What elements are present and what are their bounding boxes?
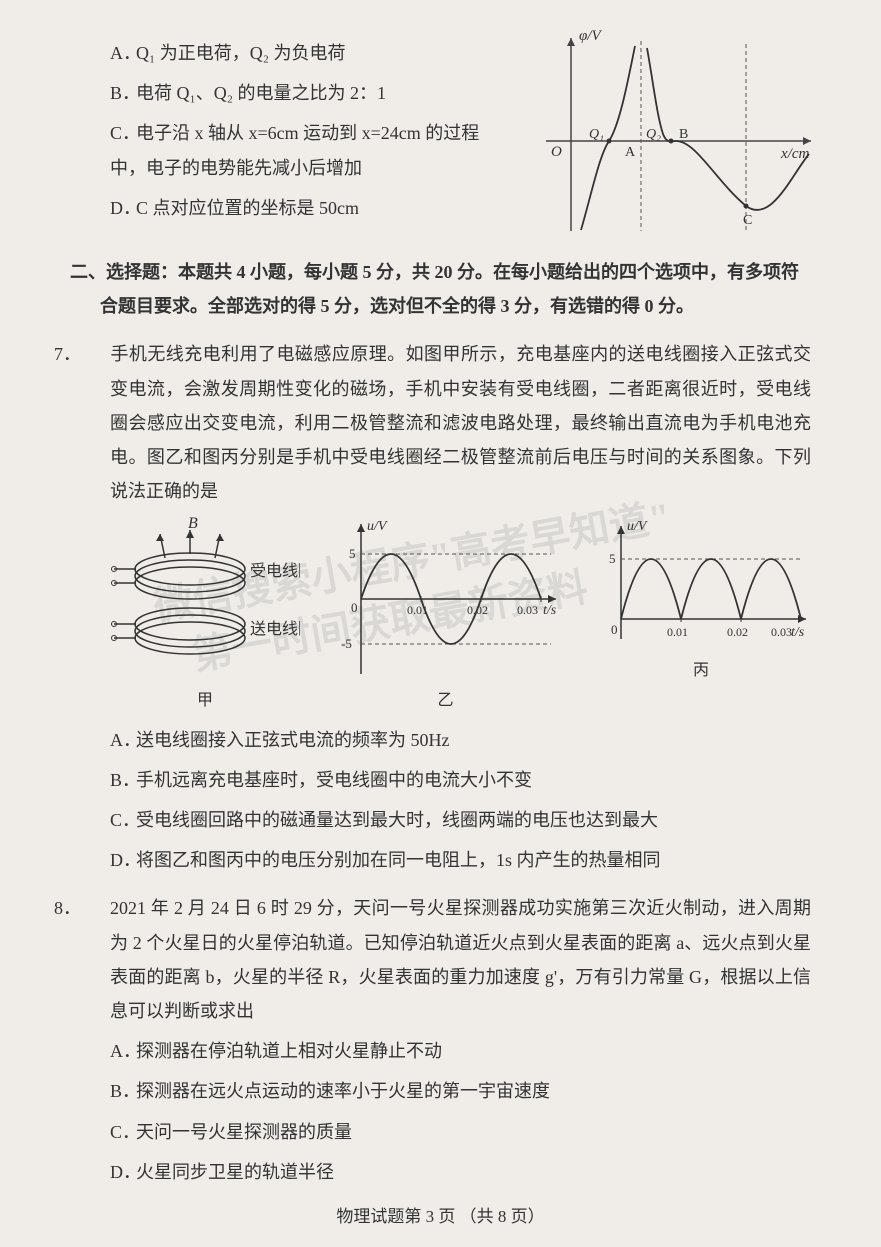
svg-text:5: 5 bbox=[609, 551, 616, 566]
letter-c: C． bbox=[110, 803, 136, 837]
svg-text:t/s: t/s bbox=[791, 625, 805, 640]
q7-opt-b-text: 手机远离充电基座时，受电线圈中的电流大小不变 bbox=[136, 770, 532, 790]
fig-jia: B 受电线圈 bbox=[110, 514, 300, 716]
q6-opt-b-text: 电荷 Q₁、Q₂ 的电量之比为 2：1 bbox=[136, 83, 386, 103]
q8-opt-d: D．火星同步卫星的轨道半径 bbox=[110, 1155, 811, 1189]
svg-text:φ/V: φ/V bbox=[579, 28, 602, 44]
svg-text:0.03: 0.03 bbox=[771, 625, 792, 639]
letter-b: B． bbox=[110, 763, 136, 797]
q6-graph: φ/V x/cm O Q₁ A Q₂ B C bbox=[521, 26, 821, 236]
q7-figures: 微信搜索小程序"高考早知道" 第一时间获取最新资料 B bbox=[110, 514, 811, 716]
q8-num: 8． bbox=[82, 891, 110, 925]
letter-a: A． bbox=[110, 1034, 136, 1068]
q6-options: A．Q₁ 为正电荷，Q₂ 为负电荷 B．电荷 Q₁、Q₂ 的电量之比为 2：1 … bbox=[70, 36, 490, 225]
svg-text:0.02: 0.02 bbox=[727, 625, 748, 639]
letter-b: B． bbox=[110, 76, 136, 110]
fig-bing: u/V t/s 5 0 0.01 0.02 0.03 丙 bbox=[591, 514, 811, 686]
q8-opt-c: C．天问一号火星探测器的质量 bbox=[110, 1115, 811, 1149]
q8: 8．2021 年 2 月 24 日 6 时 29 分，天问一号火星探测器成功实施… bbox=[70, 891, 811, 1189]
svg-text:0: 0 bbox=[351, 600, 358, 615]
svg-text:Q₁: Q₁ bbox=[589, 127, 604, 142]
q6-opt-d: D．C 点对应位置的坐标是 50cm bbox=[110, 191, 490, 225]
q7: 7．手机无线充电利用了电磁感应原理。如图甲所示，充电基座内的送电线圈接入正弦式交… bbox=[70, 337, 811, 877]
letter-d: D． bbox=[110, 843, 136, 877]
svg-text:0.02: 0.02 bbox=[467, 603, 488, 617]
letter-b: B． bbox=[110, 1074, 136, 1108]
svg-text:5: 5 bbox=[349, 546, 356, 561]
q6-opt-a-text: Q₁ 为正电荷，Q₂ 为负电荷 bbox=[136, 43, 346, 63]
q6-block: A．Q₁ 为正电荷，Q₂ 为负电荷 B．电荷 Q₁、Q₂ 的电量之比为 2：1 … bbox=[70, 36, 811, 225]
q6-opt-a: A．Q₁ 为正电荷，Q₂ 为负电荷 bbox=[110, 36, 490, 70]
q7-opt-c-text: 受电线圈回路中的磁通量达到最大时，线圈两端的电压也达到最大 bbox=[136, 810, 658, 830]
section-2-header: 二、选择题：本题共 4 小题，每小题 5 分，共 20 分。在每小题给出的四个选… bbox=[70, 255, 811, 323]
svg-text:C: C bbox=[743, 213, 752, 228]
fig-yi-caption: 乙 bbox=[331, 686, 561, 716]
q6-opt-c-text: 电子沿 x 轴从 x=6cm 运动到 x=24cm 的过程中，电子的电势能先减小… bbox=[110, 123, 479, 177]
q7-opt-a: A．送电线圈接入正弦式电流的频率为 50Hz bbox=[110, 723, 811, 757]
q7-opt-a-text: 送电线圈接入正弦式电流的频率为 50Hz bbox=[136, 730, 450, 750]
svg-text:受电线圈: 受电线圈 bbox=[250, 562, 300, 580]
svg-text:u/V: u/V bbox=[627, 519, 648, 534]
svg-text:0.03: 0.03 bbox=[517, 603, 538, 617]
letter-d: D． bbox=[110, 1155, 136, 1189]
q7-opt-d-text: 将图乙和图丙中的电压分别加在同一电阻上，1s 内产生的热量相同 bbox=[136, 850, 661, 870]
letter-a: A． bbox=[110, 36, 136, 70]
q8-text-wrap: 8．2021 年 2 月 24 日 6 时 29 分，天问一号火星探测器成功实施… bbox=[110, 891, 811, 1028]
q8-opt-d-text: 火星同步卫星的轨道半径 bbox=[136, 1162, 334, 1182]
q8-opt-c-text: 天问一号火星探测器的质量 bbox=[136, 1122, 352, 1142]
q7-num: 7． bbox=[82, 337, 110, 371]
q7-opt-c: C．受电线圈回路中的磁通量达到最大时，线圈两端的电压也达到最大 bbox=[110, 803, 811, 837]
q7-text: 手机无线充电利用了电磁感应原理。如图甲所示，充电基座内的送电线圈接入正弦式交变电… bbox=[110, 344, 811, 501]
letter-c: C． bbox=[110, 116, 136, 150]
fig-bing-caption: 丙 bbox=[591, 656, 811, 686]
q8-opt-b: B．探测器在远火点运动的速率小于火星的第一宇宙速度 bbox=[110, 1074, 811, 1108]
svg-text:A: A bbox=[625, 145, 636, 160]
svg-text:O: O bbox=[551, 144, 562, 160]
q6-opt-c: C．电子沿 x 轴从 x=6cm 运动到 x=24cm 的过程中，电子的电势能先… bbox=[110, 116, 490, 184]
letter-a: A． bbox=[110, 723, 136, 757]
svg-text:u/V: u/V bbox=[367, 519, 388, 534]
page-footer: 物理试题第 3 页 （共 8 页） bbox=[0, 1201, 881, 1233]
svg-text:送电线圈: 送电线圈 bbox=[250, 620, 300, 638]
q8-opt-b-text: 探测器在远火点运动的速率小于火星的第一宇宙速度 bbox=[136, 1081, 550, 1101]
svg-text:x/cm: x/cm bbox=[780, 146, 809, 162]
letter-d: D． bbox=[110, 191, 136, 225]
svg-text:0.01: 0.01 bbox=[407, 603, 428, 617]
svg-text:Q₂: Q₂ bbox=[646, 127, 661, 142]
svg-text:B: B bbox=[188, 515, 198, 532]
q8-text: 2021 年 2 月 24 日 6 时 29 分，天问一号火星探测器成功实施第三… bbox=[110, 898, 811, 1021]
q7-opt-d: D．将图乙和图丙中的电压分别加在同一电阻上，1s 内产生的热量相同 bbox=[110, 843, 811, 877]
q6-opt-d-text: C 点对应位置的坐标是 50cm bbox=[136, 198, 359, 218]
letter-c: C． bbox=[110, 1115, 136, 1149]
q8-opt-a-text: 探测器在停泊轨道上相对火星静止不动 bbox=[136, 1041, 442, 1061]
fig-jia-caption: 甲 bbox=[110, 686, 300, 716]
q7-text-wrap: 7．手机无线充电利用了电磁感应原理。如图甲所示，充电基座内的送电线圈接入正弦式交… bbox=[110, 337, 811, 508]
q6-opt-b: B．电荷 Q₁、Q₂ 的电量之比为 2：1 bbox=[110, 76, 490, 110]
svg-text:-5: -5 bbox=[341, 636, 352, 651]
svg-text:t/s: t/s bbox=[543, 603, 557, 618]
fig-yi: u/V t/s 5 -5 0 0.01 0.02 0.03 乙 bbox=[331, 514, 561, 716]
q7-opt-b: B．手机远离充电基座时，受电线圈中的电流大小不变 bbox=[110, 763, 811, 797]
q8-opt-a: A．探测器在停泊轨道上相对火星静止不动 bbox=[110, 1034, 811, 1068]
svg-text:B: B bbox=[679, 127, 688, 142]
page: A．Q₁ 为正电荷，Q₂ 为负电荷 B．电荷 Q₁、Q₂ 的电量之比为 2：1 … bbox=[0, 0, 881, 1247]
svg-text:0: 0 bbox=[611, 622, 618, 637]
svg-text:0.01: 0.01 bbox=[667, 625, 688, 639]
